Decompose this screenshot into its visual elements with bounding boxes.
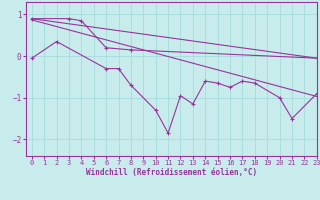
- X-axis label: Windchill (Refroidissement éolien,°C): Windchill (Refroidissement éolien,°C): [86, 168, 257, 177]
